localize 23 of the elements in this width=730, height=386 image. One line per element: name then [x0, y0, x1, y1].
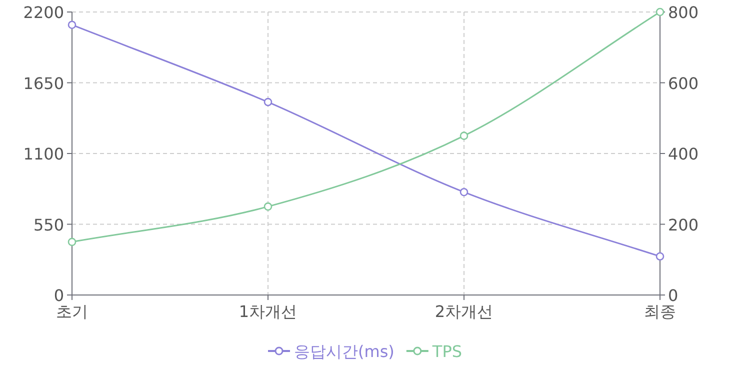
x-tick-label: 초기 — [56, 302, 88, 321]
y2-tick-label: 400 — [668, 144, 699, 164]
legend-label: TPS — [431, 342, 462, 361]
x-tick-label: 최종 — [644, 302, 676, 321]
legend-label: 응답시간(ms) — [294, 342, 394, 361]
y2-tick-label: 800 — [668, 3, 699, 22]
y2-tick-label: 200 — [668, 215, 699, 234]
y-tick-label: 1650 — [23, 74, 64, 93]
y-tick-label: 0 — [54, 286, 64, 305]
y-tick-label: 550 — [33, 215, 64, 234]
point — [264, 202, 272, 211]
x-tick-label: 2차개선 — [434, 302, 494, 321]
point — [460, 188, 468, 196]
x-tick-label: 1차개선 — [238, 302, 298, 321]
y-tick-label: 1100 — [23, 144, 64, 164]
point — [68, 238, 76, 246]
y-tick-label: 2200 — [23, 3, 64, 22]
point — [264, 98, 272, 106]
point — [68, 20, 76, 30]
y2-tick-label: 0 — [668, 286, 678, 305]
point — [460, 132, 468, 140]
y2-tick-label: 600 — [668, 74, 699, 93]
point — [656, 252, 664, 261]
